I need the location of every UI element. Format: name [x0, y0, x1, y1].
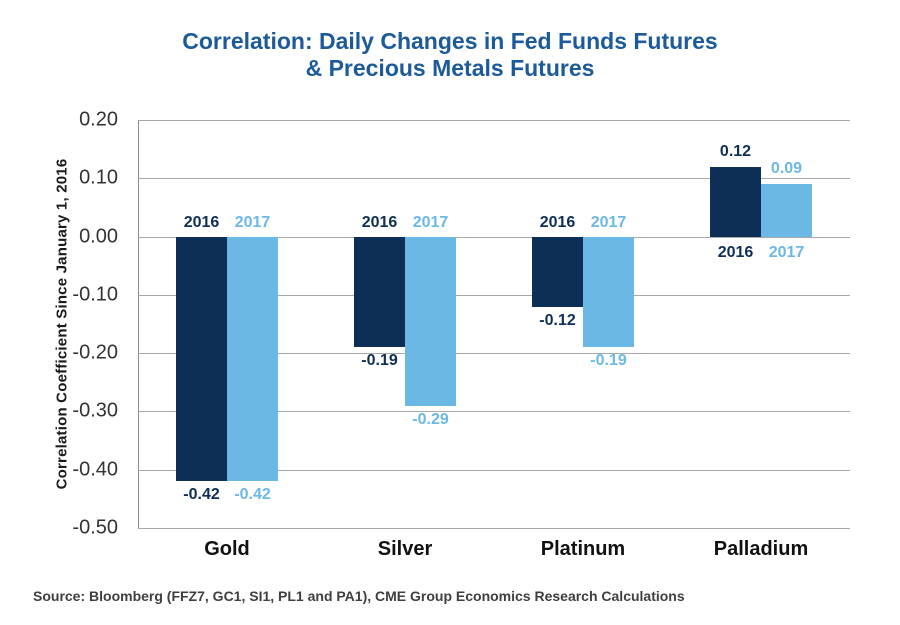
gridline [138, 469, 850, 471]
bar-2017-silver [405, 236, 456, 406]
bar-2016-gold [176, 236, 227, 482]
y-tick-label: -0.10 [72, 283, 118, 306]
bar-group-silver: 2016 -0.19 2017 -0.29 [316, 120, 494, 528]
value-label: 0.09 [770, 160, 803, 178]
bar-2016-palladium [710, 166, 761, 237]
x-axis-category-labels: Gold Silver Platinum Palladium [138, 538, 850, 561]
series-year-label: 2017 [234, 213, 271, 231]
chart-title-line2: & Precious Metals Futures [305, 55, 595, 81]
gridline [138, 178, 850, 180]
y-tick-label: -0.20 [72, 341, 118, 364]
bar-2016-platinum [532, 236, 583, 307]
value-label: -0.19 [590, 352, 627, 370]
y-tick-label: -0.40 [72, 458, 118, 481]
category-label-palladium: Palladium [713, 538, 809, 560]
gridline [138, 411, 850, 413]
series-year-label: 2017 [412, 213, 449, 231]
value-label: -0.42 [183, 486, 220, 504]
chart-title-line1: Correlation: Daily Changes in Fed Funds … [182, 28, 718, 54]
series-year-label: 2017 [768, 243, 805, 261]
gridline [138, 528, 850, 529]
category-label-platinum: Platinum [540, 538, 626, 560]
gridline [138, 120, 850, 121]
bar-2017-platinum [583, 236, 634, 348]
category-label-silver: Silver [377, 538, 433, 560]
bar-2017-palladium [761, 184, 812, 237]
source-note: Source: Bloomberg (FFZ7, GC1, SI1, PL1 a… [33, 588, 685, 604]
plot-area: 2016 -0.42 2017 -0.42 2016 -0.19 2017 -0.29 2016… [138, 120, 850, 529]
series-year-label: 2016 [183, 213, 220, 231]
category-label-gold: Gold [204, 538, 250, 560]
gridline [138, 353, 850, 355]
bar-group-platinum: 2016 -0.12 2017 -0.19 [494, 120, 672, 528]
gridline [138, 236, 850, 238]
value-label: -0.12 [539, 311, 576, 329]
series-year-label: 2016 [361, 213, 398, 231]
y-tick-label: 0.00 [79, 225, 118, 248]
y-tick-label: 0.20 [79, 108, 118, 131]
value-label: -0.29 [412, 410, 449, 428]
chart-title: Correlation: Daily Changes in Fed Funds … [0, 28, 900, 82]
bar-2017-gold [227, 236, 278, 482]
y-axis-tick-labels: 0.20 0.10 0.00 -0.10 -0.20 -0.30 -0.40 -0.50 [0, 109, 128, 539]
series-year-label: 2017 [590, 213, 627, 231]
y-tick-label: 0.10 [79, 166, 118, 189]
y-tick-label: -0.50 [72, 516, 118, 539]
bar-group-palladium: 2016 0.12 2017 0.09 [672, 120, 850, 528]
y-tick-label: -0.30 [72, 399, 118, 422]
value-label: -0.42 [234, 486, 271, 504]
y-axis-line [138, 120, 139, 528]
gridline [138, 294, 850, 296]
bar-2016-silver [354, 236, 405, 348]
value-label: 0.12 [719, 142, 752, 160]
series-year-label: 2016 [539, 213, 576, 231]
series-year-label: 2016 [717, 243, 754, 261]
value-label: -0.19 [361, 352, 398, 370]
bar-group-gold: 2016 -0.42 2017 -0.42 [138, 120, 316, 528]
